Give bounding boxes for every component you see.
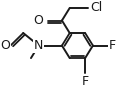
- Text: F: F: [109, 39, 116, 52]
- Text: O: O: [33, 14, 43, 27]
- Text: O: O: [0, 39, 10, 52]
- Text: Cl: Cl: [90, 1, 102, 14]
- Text: N: N: [34, 39, 43, 52]
- Text: F: F: [82, 75, 89, 88]
